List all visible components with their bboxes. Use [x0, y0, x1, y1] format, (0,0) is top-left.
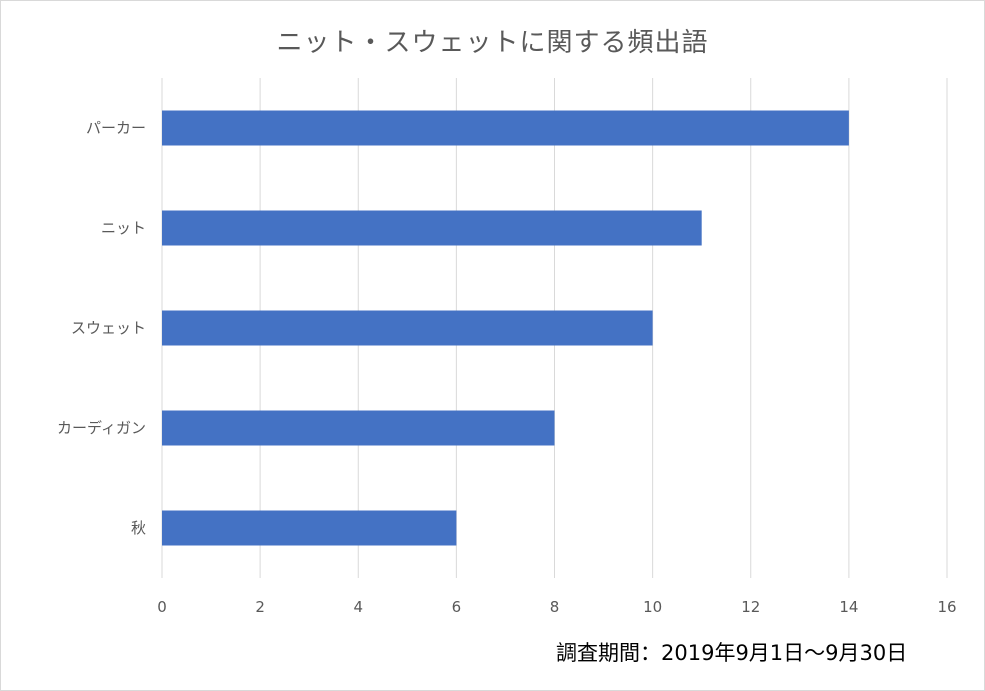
category-label-1: ニット — [101, 219, 146, 237]
bars — [162, 110, 849, 546]
survey-period-note: 調査期間：2019年9月1日～9月30日 — [556, 641, 908, 665]
category-label-2: スウェット — [71, 319, 146, 337]
category-label-4: 秋 — [131, 519, 146, 537]
x-tick-label-14: 14 — [839, 598, 858, 616]
chart-title: ニット・スウェットに関する頻出語 — [276, 28, 709, 58]
x-tick-label-0: 0 — [157, 598, 167, 616]
category-label-3: カーディガン — [57, 419, 146, 437]
bar-4 — [162, 510, 457, 546]
x-tick-label-10: 10 — [643, 598, 662, 616]
x-tick-label-12: 12 — [741, 598, 760, 616]
category-label-0: パーカー — [86, 119, 146, 137]
x-tick-label-8: 8 — [550, 598, 560, 616]
x-tick-label-4: 4 — [353, 598, 363, 616]
x-tick-labels: 0 2 4 6 8 10 12 14 16 — [157, 598, 956, 616]
bar-0 — [162, 110, 849, 146]
bar-3 — [162, 410, 555, 446]
bar-2 — [162, 310, 653, 346]
x-tick-label-6: 6 — [452, 598, 462, 616]
x-tick-label-16: 16 — [937, 598, 956, 616]
x-tick-label-2: 2 — [255, 598, 265, 616]
bar-1 — [162, 210, 702, 246]
